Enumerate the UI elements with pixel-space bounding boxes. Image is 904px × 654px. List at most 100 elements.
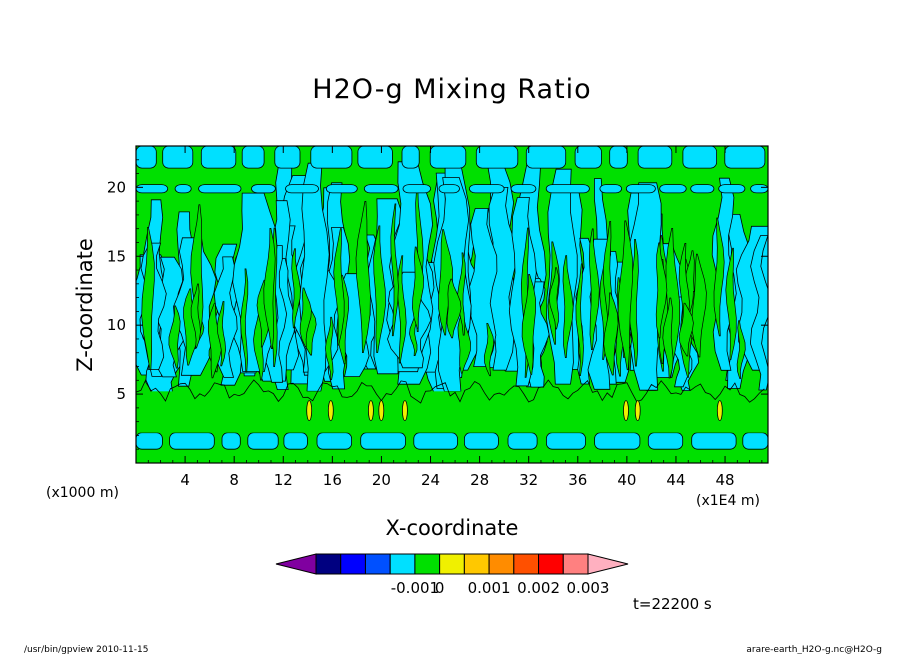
layer-cell [468, 184, 505, 194]
layer-cell [750, 184, 768, 194]
positive-streak [396, 255, 407, 364]
colorbar-swatch [315, 553, 342, 575]
layer-cell [162, 146, 194, 169]
colorbar-swatch [414, 553, 441, 575]
positive-streak [390, 203, 399, 337]
layer-cell [251, 184, 276, 194]
positive-streak [412, 246, 424, 329]
positive-streak [603, 292, 619, 376]
positive-streak [299, 287, 312, 348]
layer-cell [475, 146, 519, 169]
positive-streak [446, 278, 462, 339]
layer-cell [463, 432, 499, 450]
layer-cell [594, 432, 641, 450]
colorbar-swatch [439, 553, 465, 575]
layer-cell [718, 184, 746, 194]
positive-streak [588, 228, 600, 350]
chart-title: H2O-g Mixing Ratio [312, 74, 592, 105]
x-tick-label: 44 [666, 471, 685, 489]
layer-cell [401, 146, 420, 169]
high-value-spot [306, 400, 313, 422]
positive-streak [483, 322, 495, 377]
y-axis: 5 10 15 20 [107, 159, 768, 450]
x-axis: 4 8 12 16 20 24 28 32 36 40 44 48 [147, 146, 763, 489]
high-value-spot [634, 400, 641, 422]
layer-cell [599, 184, 623, 194]
layer-cell [659, 184, 687, 194]
layer-cell [574, 146, 602, 169]
surface-band [136, 454, 768, 463]
colorbar-swatch [389, 553, 416, 575]
high-value-spot [367, 400, 374, 422]
layer-cell [429, 146, 467, 169]
colorbar-label: -0.001 [391, 579, 439, 597]
y-axis-title: Z-coordinate [73, 238, 97, 372]
positive-streak [575, 263, 584, 376]
layer-cell [274, 146, 301, 169]
negative-plume [749, 235, 768, 391]
high-value-spot [378, 400, 385, 422]
x-tick-label: 4 [180, 471, 190, 489]
layer-cell [316, 432, 352, 450]
layer-cell [438, 184, 460, 194]
colorbar-swatch [340, 553, 366, 575]
colorbar-over-arrow [587, 553, 629, 575]
positive-streak [617, 220, 634, 371]
positive-streak [628, 239, 639, 367]
colorbar-swatch [538, 553, 564, 575]
positive-streak [216, 301, 226, 367]
positive-streak [291, 248, 301, 329]
positive-streak [662, 297, 674, 379]
layer-cell [690, 184, 715, 194]
high-value-spot [716, 400, 723, 422]
layer-cell [682, 146, 717, 169]
layer-cell [525, 146, 567, 169]
layer-cell [221, 432, 241, 450]
y-tick-label: 10 [107, 316, 126, 334]
layer-cell [310, 146, 353, 169]
layer-cell [402, 184, 432, 194]
high-value-spot [401, 400, 408, 422]
layer-cell [283, 432, 308, 450]
colorbar-under-arrow [275, 553, 317, 575]
plot-frame [135, 145, 769, 464]
layer-cell [174, 184, 192, 194]
positive-streak [655, 242, 668, 339]
positive-streak [678, 302, 694, 357]
layer-cell [169, 432, 215, 450]
x-tick-label: 36 [568, 471, 587, 489]
y-tick-label: 15 [107, 247, 126, 265]
y-tick-label: 5 [116, 385, 126, 403]
layer-cell [507, 432, 538, 450]
layer-cell [647, 432, 684, 450]
x-tick-label: 48 [716, 471, 735, 489]
footer-right: arare-earth_H2O-g.nc@H2O-g [746, 645, 882, 654]
x-tick-label: 16 [323, 471, 342, 489]
positive-streak [521, 273, 536, 375]
layer-cell [198, 184, 242, 194]
colorbar-swatch [562, 553, 589, 575]
layer-cell [724, 146, 766, 169]
layer-cell [742, 432, 768, 450]
layer-cell [357, 146, 393, 169]
x-axis-title: X-coordinate [386, 516, 519, 540]
layer-cell [360, 432, 406, 450]
layer-cell [247, 432, 279, 450]
contour-field [136, 146, 768, 463]
x-tick-label: 40 [617, 471, 636, 489]
positive-streak [141, 227, 155, 371]
y-tick-label: 20 [107, 178, 126, 196]
x-tick-label: 28 [470, 471, 489, 489]
layer-cell [325, 184, 358, 194]
contour-line [136, 378, 765, 404]
colorbar-swatch [488, 553, 515, 575]
positive-streak [355, 201, 371, 353]
x-tick-label: 12 [274, 471, 293, 489]
layer-cell [510, 184, 537, 194]
positive-streak [713, 217, 725, 337]
x-tick-label: 32 [519, 471, 538, 489]
positive-streak [736, 320, 746, 379]
layer-cell [136, 146, 157, 169]
